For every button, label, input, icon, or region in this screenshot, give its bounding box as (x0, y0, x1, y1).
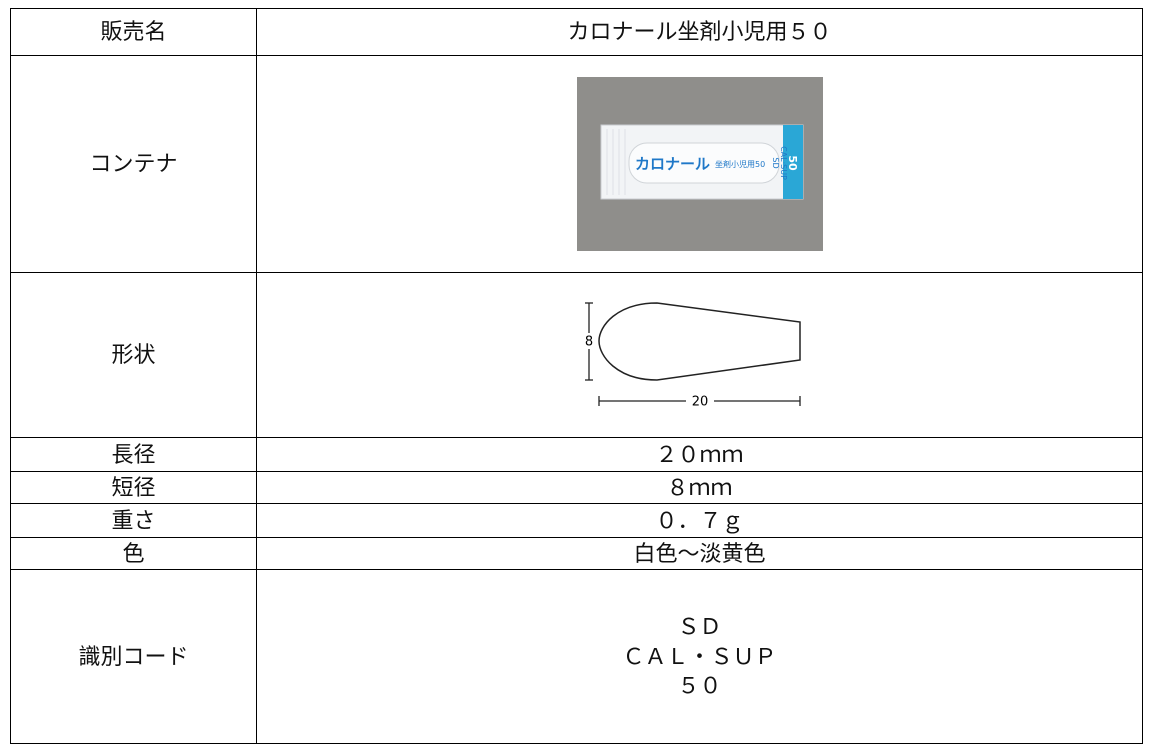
spec-table: 販売名 カロナール坐剤小児用５０ コンテナ カロナール 坐剤小児用50 SD C… (10, 8, 1143, 744)
row: 重さ ０．７ｇ (10, 503, 1143, 538)
row: 形状 8 20 (10, 272, 1143, 438)
shape-drawing: 8 20 (584, 302, 801, 410)
image-cell: カロナール 坐剤小児用50 SD CAL·SUP 50 (256, 55, 1143, 273)
photo-code: SD (771, 157, 780, 168)
code-line: ５０ (677, 673, 722, 699)
photo-brand: カロナール (635, 155, 710, 173)
drawing-cell: 8 20 (256, 272, 1143, 438)
row-value: カロナール坐剤小児用５０ (256, 8, 1143, 56)
photo-name: 坐剤小児用50 (715, 159, 765, 169)
code-cell: ＳＤ ＣＡＬ・ＳＵＰ ５０ (256, 569, 1143, 744)
dimension-length: 20 (691, 395, 708, 410)
row-value: ０．７ｇ (256, 503, 1143, 538)
code-line: ＳＤ (677, 613, 722, 639)
row-label: 重さ (10, 503, 257, 538)
row: 色 白色～淡黄色 (10, 537, 1143, 570)
photo-code: CAL·SUP (779, 146, 788, 180)
row-value: ２０ｍｍ (256, 437, 1143, 472)
row: 長径 ２０ｍｍ (10, 437, 1143, 472)
row: 識別コード ＳＤ ＣＡＬ・ＳＵＰ ５０ (10, 569, 1143, 744)
row-label: コンテナ (10, 55, 257, 273)
row-label: 販売名 (10, 8, 257, 56)
row-label: 識別コード (10, 569, 257, 744)
row-label: 短径 (10, 471, 257, 504)
row-value: ８ｍｍ (256, 471, 1143, 504)
dimension-height: 8 (585, 335, 593, 350)
code-line: ＣＡＬ・ＳＵＰ (622, 643, 777, 669)
photo-strength: 50 (786, 155, 799, 171)
row-label: 色 (10, 537, 257, 570)
container-photo: カロナール 坐剤小児用50 SD CAL·SUP 50 (576, 77, 823, 251)
row-value: 白色～淡黄色 (256, 537, 1143, 570)
row-label: 形状 (10, 272, 257, 438)
row: コンテナ カロナール 坐剤小児用50 SD CAL·SUP 50 (10, 55, 1143, 273)
row: 短径 ８ｍｍ (10, 471, 1143, 504)
row-label: 長径 (10, 437, 257, 472)
row: 販売名 カロナール坐剤小児用５０ (10, 8, 1143, 56)
